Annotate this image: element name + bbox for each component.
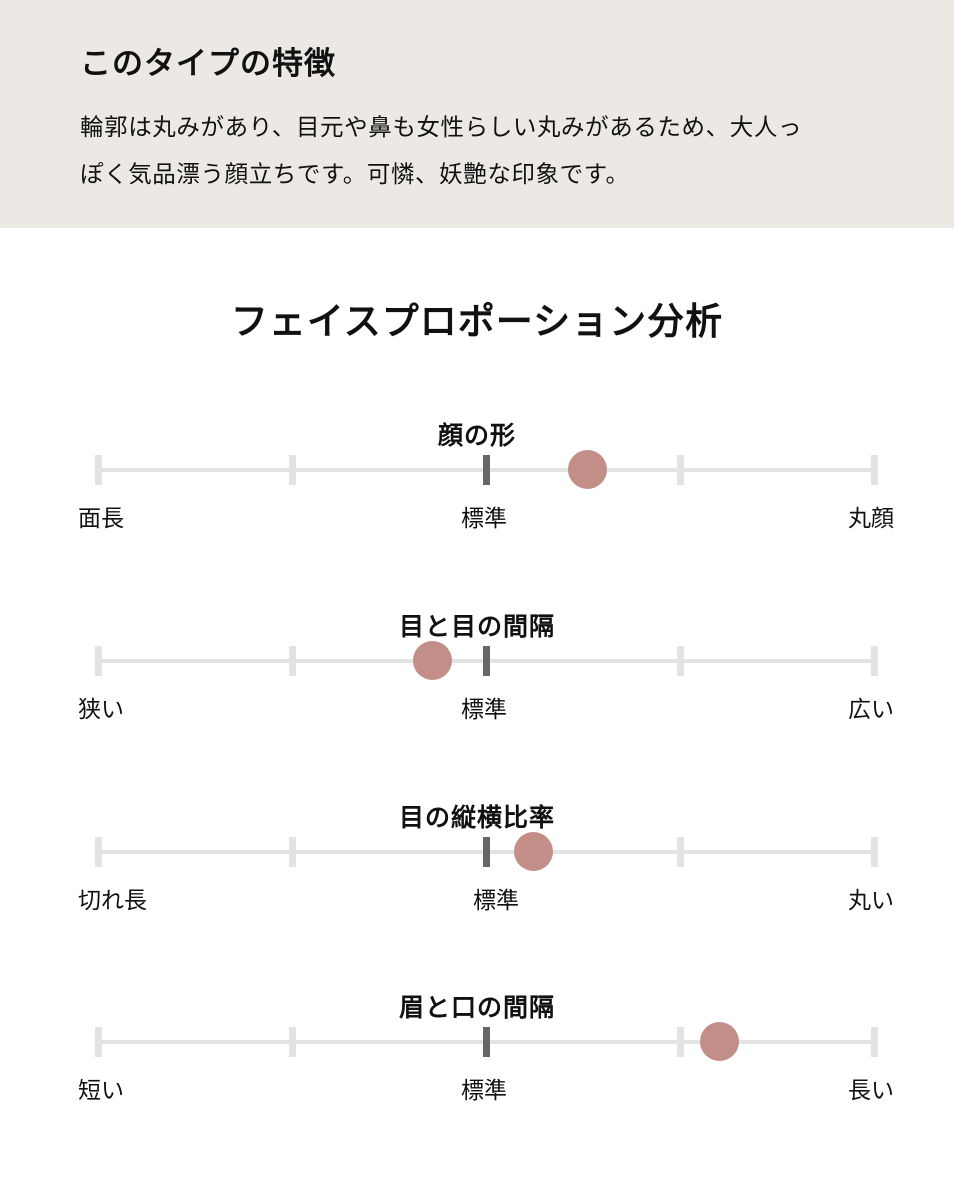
scale-title: 目と目の間隔 xyxy=(398,612,555,641)
feature-description-line: ぽく気品漂う顔立ちです。可憐、妖艶な印象です。 xyxy=(80,160,630,188)
scale-center-label: 標準 xyxy=(461,506,507,532)
scale-tick xyxy=(95,1027,102,1057)
scale-right-label: 広い xyxy=(848,697,894,723)
scale-tick xyxy=(677,646,684,676)
scale-right-label: 丸い xyxy=(848,888,894,914)
scale-left-label: 面長 xyxy=(78,506,124,532)
scale-title: 顔の形 xyxy=(437,421,516,450)
scale-left-label: 狭い xyxy=(78,697,124,723)
scale-tick xyxy=(871,646,878,676)
scale-tick xyxy=(677,837,684,867)
feature-description: 輪郭は丸みがあり、目元や鼻も女性らしい丸みがあるため、大人っ ぽく気品漂う顔立ち… xyxy=(80,104,880,198)
scale-center-label: 標準 xyxy=(461,697,507,723)
scale-center-tick xyxy=(483,837,490,867)
scale-tick xyxy=(677,455,684,485)
feature-heading: このタイプの特徴 xyxy=(80,46,336,82)
scale-title: 眉と口の間隔 xyxy=(398,993,555,1022)
scale-marker xyxy=(513,832,553,871)
scale-tick xyxy=(289,646,296,676)
scale-tick xyxy=(289,1027,296,1057)
scale-marker xyxy=(567,450,607,489)
scale-tick xyxy=(289,455,296,485)
scale-eye-ratio: 目の縦横比率 切れ長 標準 丸い xyxy=(0,800,954,950)
scale-title: 目の縦横比率 xyxy=(398,803,555,832)
scale-center-tick xyxy=(483,646,490,676)
scale-center-tick xyxy=(483,455,490,485)
scale-marker xyxy=(412,641,452,680)
analysis-title: フェイスプロポーション分析 xyxy=(230,300,724,343)
scale-center-tick xyxy=(483,1027,490,1057)
scale-right-label: 長い xyxy=(848,1078,894,1104)
scale-tick xyxy=(871,1027,878,1057)
feature-description-line: 輪郭は丸みがあり、目元や鼻も女性らしい丸みがあるため、大人っ xyxy=(80,113,803,141)
scale-eye-distance: 目と目の間隔 狭い 標準 広い xyxy=(0,609,954,759)
scale-center-label: 標準 xyxy=(473,888,519,914)
scale-left-label: 短い xyxy=(78,1078,124,1104)
scale-face-shape: 顔の形 面長 標準 丸顔 xyxy=(0,418,954,568)
scale-brow-mouth-distance: 眉と口の間隔 短い 標準 長い xyxy=(0,990,954,1140)
scale-tick xyxy=(95,455,102,485)
scale-left-label: 切れ長 xyxy=(78,888,147,914)
scale-tick xyxy=(871,837,878,867)
scale-tick xyxy=(95,646,102,676)
scale-tick xyxy=(871,455,878,485)
scale-tick xyxy=(95,837,102,867)
scale-right-label: 丸顔 xyxy=(848,506,894,532)
feature-panel: このタイプの特徴 輪郭は丸みがあり、目元や鼻も女性らしい丸みがあるため、大人っ … xyxy=(0,0,954,228)
scale-tick xyxy=(677,1027,684,1057)
scale-marker xyxy=(699,1022,739,1061)
scale-center-label: 標準 xyxy=(461,1078,507,1104)
scale-tick xyxy=(289,837,296,867)
